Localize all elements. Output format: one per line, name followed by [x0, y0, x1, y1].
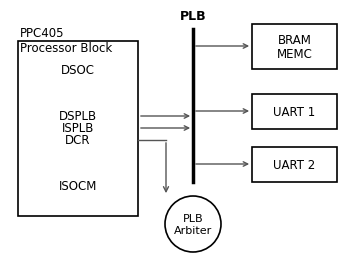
Text: ISPLB: ISPLB [62, 122, 94, 135]
Bar [252, 147, 337, 182]
Text: PPC405
Processor Block: PPC405 Processor Block [20, 27, 112, 55]
Bar [18, 42, 138, 216]
Bar [252, 95, 337, 130]
Text: ISOCM: ISOCM [59, 180, 97, 193]
Text: BRAM
MEMC: BRAM MEMC [276, 33, 313, 61]
Bar [252, 25, 337, 70]
Text: DSPLB: DSPLB [59, 110, 97, 123]
Text: UART 2: UART 2 [273, 158, 316, 171]
Text: DCR: DCR [65, 134, 91, 147]
Text: PLB: PLB [180, 10, 206, 23]
Text: DSOC: DSOC [61, 63, 95, 76]
Text: UART 1: UART 1 [273, 106, 316, 119]
Text: PLB
Arbiter: PLB Arbiter [174, 213, 212, 235]
